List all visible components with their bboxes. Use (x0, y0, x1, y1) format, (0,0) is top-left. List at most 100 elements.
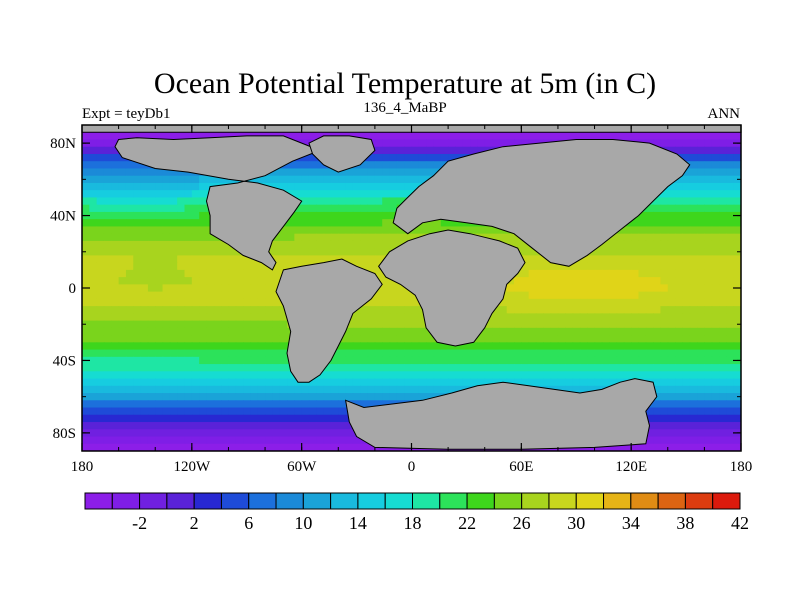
field-cell (191, 182, 200, 191)
field-cell (689, 306, 698, 314)
field-cell (521, 269, 530, 278)
field-cell (726, 320, 735, 329)
field-cell (367, 219, 376, 228)
field-cell (265, 422, 273, 430)
field-cell (272, 320, 281, 329)
field-cell (689, 356, 698, 365)
field-cell (118, 356, 127, 365)
field-cell (133, 233, 142, 242)
field-cell (396, 364, 405, 372)
field-cell (147, 443, 156, 451)
field-cell (206, 277, 215, 285)
field-cell (389, 284, 398, 293)
field-cell (155, 298, 164, 307)
field-cell (272, 414, 281, 423)
field-cell (682, 204, 691, 213)
field-cell (287, 262, 295, 271)
field-cell (155, 393, 164, 401)
field-cell (535, 298, 544, 307)
field-cell (133, 349, 142, 358)
field-cell (733, 400, 741, 409)
field-cell (147, 356, 156, 365)
field-cell (184, 306, 193, 314)
field-cell (265, 356, 273, 365)
field-cell (697, 211, 705, 220)
field-cell (235, 313, 244, 322)
field-cell (184, 429, 193, 438)
field-cell (279, 248, 288, 256)
field-cell (177, 400, 186, 409)
field-cell (623, 306, 632, 314)
field-cell (631, 364, 640, 372)
field-cell (697, 284, 705, 293)
field-cell (265, 306, 273, 314)
field-cell (155, 385, 164, 394)
field-cell (433, 349, 442, 358)
field-cell (250, 414, 259, 423)
field-cell (323, 233, 332, 242)
field-cell (719, 269, 727, 278)
field-cell (426, 132, 435, 141)
field-cell (455, 139, 464, 148)
field-cell (426, 378, 435, 387)
field-cell (492, 342, 500, 351)
field-cell (609, 371, 618, 380)
field-cell (675, 197, 684, 206)
field-cell (82, 146, 90, 155)
field-cell (609, 298, 618, 307)
field-cell (103, 436, 112, 445)
field-cell (133, 291, 142, 300)
field-cell (594, 371, 603, 380)
field-cell (682, 175, 691, 184)
field-cell (565, 291, 574, 300)
field-cell (704, 291, 713, 300)
field-cell (301, 153, 310, 162)
field-cell (719, 168, 727, 177)
field-cell (287, 219, 295, 228)
field-cell (697, 190, 705, 199)
field-cell (330, 248, 339, 256)
field-cell (623, 284, 632, 293)
field-cell (287, 248, 295, 256)
field-cell (103, 262, 112, 271)
field-cell (682, 139, 691, 148)
field-cell (199, 306, 208, 314)
field-cell (177, 320, 186, 329)
field-cell (587, 335, 596, 343)
field-cell (367, 255, 376, 264)
field-cell (177, 335, 186, 343)
field-cell (118, 277, 127, 285)
field-cell (653, 335, 662, 343)
field-cell (579, 364, 588, 372)
field-cell (418, 378, 427, 387)
field-cell (147, 226, 156, 235)
field-cell (711, 356, 720, 365)
field-cell (96, 204, 105, 213)
field-cell (191, 385, 200, 394)
field-cell (623, 132, 632, 141)
field-cell (587, 277, 596, 285)
field-cell (257, 400, 266, 409)
field-cell (257, 378, 266, 387)
field-cell (360, 255, 369, 264)
field-cell (111, 400, 120, 409)
field-cell (294, 219, 303, 228)
field-cell (565, 132, 574, 141)
field-cell (660, 240, 669, 249)
colorbar-box (575, 492, 605, 510)
field-cell (147, 378, 156, 387)
field-cell (345, 429, 354, 438)
field-cell (389, 335, 398, 343)
field-cell (125, 190, 134, 199)
field-cell (301, 240, 310, 249)
field-cell (155, 443, 164, 451)
field-cell (272, 342, 281, 351)
field-cell (177, 291, 186, 300)
field-cell (345, 190, 354, 199)
field-cell (82, 422, 90, 430)
field-cell (177, 436, 186, 445)
field-cell (587, 132, 596, 141)
field-cell (96, 313, 105, 322)
field-cell (704, 226, 713, 235)
field-cell (499, 335, 508, 343)
